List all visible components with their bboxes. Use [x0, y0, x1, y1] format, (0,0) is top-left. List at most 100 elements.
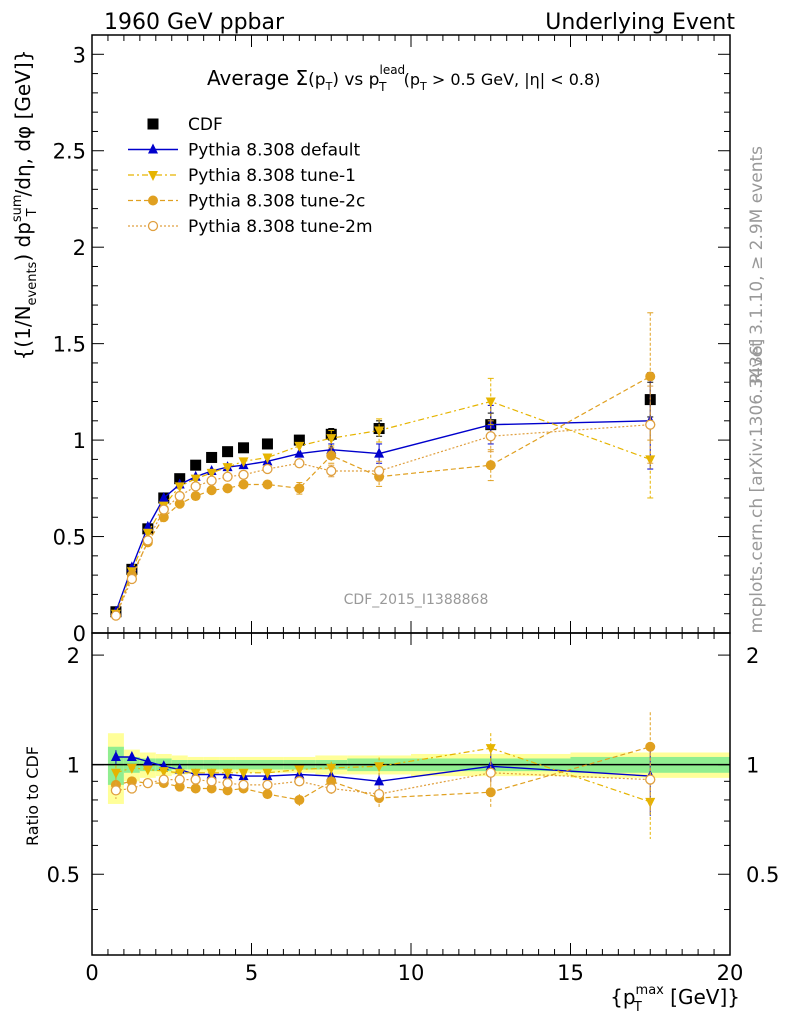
- data-point: [126, 573, 138, 585]
- data-point: [645, 371, 656, 382]
- data-point: [222, 471, 233, 482]
- series-cdf: [110, 381, 656, 618]
- ratio-point: [126, 763, 137, 774]
- data-point: [190, 459, 202, 471]
- rivet-label: Rivet 3.1.10, ≥ 2.9M events: [747, 146, 767, 384]
- data-point: [222, 446, 234, 458]
- ratio-point: [110, 750, 121, 761]
- ratio-point: [142, 777, 153, 789]
- ratio-point: [485, 744, 496, 755]
- ratio-point: [158, 774, 169, 785]
- ratio-point: [326, 776, 337, 787]
- event-type-label: Underlying Event: [545, 10, 735, 35]
- ratio-point: [142, 755, 153, 766]
- data-point: [238, 469, 249, 480]
- data-point: [262, 453, 273, 464]
- ratio-point: [238, 779, 249, 791]
- legend: CDF Pythia 8.308 default Pythia 8.308 tune…: [128, 115, 373, 237]
- ratio-point: [485, 787, 496, 798]
- x-tick-label: 5: [245, 961, 258, 985]
- ratio-point: [485, 767, 496, 778]
- legend-entry: Pythia 8.308 tune-2c: [128, 192, 365, 212]
- ratio-point: [262, 768, 273, 779]
- y-tick-label: 1.5: [53, 333, 86, 357]
- ratio-point: [190, 783, 201, 794]
- ratio-y-tick-label-right: 2: [746, 644, 759, 668]
- legend-label: CDF: [188, 115, 223, 135]
- ratio-point: [262, 779, 273, 791]
- ratio-series-pythia-8-308-tune-1: [110, 733, 656, 840]
- ratio-frame: [91, 632, 731, 956]
- ratio-point: [222, 785, 233, 796]
- data-point: [142, 535, 153, 546]
- data-point: [222, 463, 233, 474]
- ratio-point: [262, 789, 273, 800]
- data-point: [222, 483, 233, 494]
- y-tick-label: 3: [73, 43, 86, 67]
- main-panel: 0.5 1 1.5 2 2.5 3 0 CDF_2015_I1388868 Average …: [53, 34, 731, 646]
- y-tick-label: 2.5: [53, 140, 86, 164]
- data-point: [190, 474, 201, 485]
- ratio-point: [645, 797, 656, 808]
- data-point: [294, 441, 305, 452]
- legend-label: Pythia 8.308 default: [188, 141, 361, 161]
- legend-label: Pythia 8.308 tune-2m: [188, 217, 373, 237]
- ratio-point: [485, 760, 496, 771]
- data-point: [238, 442, 250, 454]
- data-point: [142, 520, 153, 531]
- data-point: [645, 455, 656, 466]
- data-point: [190, 491, 201, 502]
- data-point: [206, 485, 217, 496]
- ratio-y-axis-label: Ratio to CDF: [23, 746, 42, 846]
- data-point: [485, 431, 496, 442]
- data-point: [294, 483, 305, 494]
- legend-entry: Pythia 8.308 tune-2m: [128, 217, 373, 237]
- ratio-point: [174, 768, 185, 779]
- ratio-y-tick-label: 1: [67, 754, 80, 778]
- ratio-point: [142, 765, 153, 776]
- y-tick-label: 0.5: [53, 526, 86, 550]
- x-tick-label: 15: [557, 961, 584, 985]
- data-point: [293, 434, 305, 446]
- ratio-point: [294, 794, 305, 805]
- ratio-y-tick-label-right: 0.5: [746, 863, 779, 887]
- data-point: [373, 465, 385, 477]
- ratio-y-tick-label-right: 1: [746, 754, 759, 778]
- data-point: [294, 447, 305, 458]
- data-point: [326, 434, 337, 445]
- ratio-point: [374, 762, 385, 773]
- data-point: [158, 491, 169, 502]
- legend-label: Pythia 8.308 tune-2c: [188, 192, 365, 212]
- ratio-point: [645, 774, 656, 785]
- legend-entry: CDF: [147, 115, 223, 135]
- data-point: [326, 465, 337, 477]
- data-point: [485, 397, 496, 408]
- series-line: [115, 420, 651, 613]
- ratio-point: [294, 765, 305, 776]
- data-point: [326, 450, 337, 461]
- ratio-y-tick-label: 0.5: [47, 863, 80, 887]
- ratio-point: [190, 774, 201, 785]
- plot-title: Average Σ(pT) vs plead T (pT > 0.5 GeV, |…: [207, 63, 600, 94]
- ratio-point: [374, 775, 385, 786]
- ratio-point: [126, 783, 138, 794]
- x-tick-label: 0: [85, 961, 98, 985]
- data-point: [174, 498, 185, 509]
- ratio-point: [206, 783, 217, 794]
- legend-label: Pythia 8.308 tune-1: [188, 166, 356, 186]
- legend-marker: [148, 143, 158, 154]
- data-point: [206, 451, 218, 463]
- data-point: [142, 528, 153, 539]
- data-point: [485, 460, 496, 471]
- data-point: [206, 468, 217, 479]
- legend-entry: Pythia 8.308 tune-1: [128, 166, 356, 186]
- y-tick-label: 0: [73, 622, 86, 646]
- legend-marker: [147, 118, 159, 130]
- data-point: [374, 426, 385, 437]
- ratio-point: [238, 768, 249, 779]
- energy-label: 1960 GeV ppbar: [104, 10, 285, 35]
- data-point: [110, 610, 122, 621]
- ratio-point: [645, 741, 656, 752]
- series-line: [115, 375, 651, 616]
